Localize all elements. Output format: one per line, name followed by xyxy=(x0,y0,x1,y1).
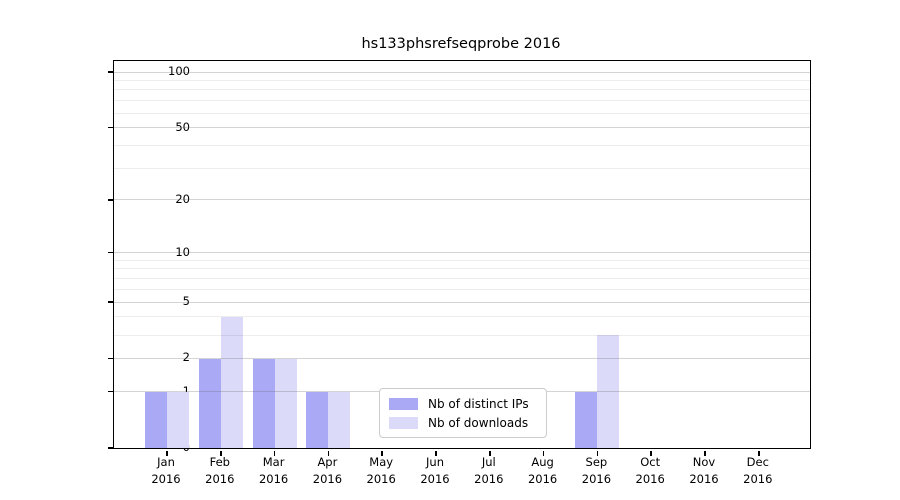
x-tick-label-aug: Aug 2016 xyxy=(527,455,558,486)
y-tick-mark xyxy=(107,71,113,73)
x-tick-mark xyxy=(489,451,491,456)
bar-distinct-ips-feb xyxy=(198,358,221,448)
legend-swatch-downloads xyxy=(389,417,418,429)
gridline-major xyxy=(114,301,810,303)
bar-distinct-ips-jan xyxy=(145,391,167,448)
x-tick-mark xyxy=(704,451,706,456)
bar-downloads-jan xyxy=(167,391,189,448)
x-tick-label-mar: Mar 2016 xyxy=(258,455,289,486)
legend-label-downloads: Nb of downloads xyxy=(428,416,529,430)
x-tick-label-apr: Apr 2016 xyxy=(312,455,343,486)
bar-downloads-sep xyxy=(597,335,620,448)
x-tick-mark xyxy=(435,451,437,456)
x-tick-label-nov: Nov 2016 xyxy=(689,455,719,486)
legend-swatch-distinct-ips xyxy=(389,398,418,410)
bar-downloads-apr xyxy=(328,391,351,448)
bar-distinct-ips-apr xyxy=(306,391,329,448)
x-tick-mark xyxy=(650,451,652,456)
x-tick-mark xyxy=(220,451,222,456)
x-tick-mark xyxy=(758,451,760,456)
y-tick-label: 10 xyxy=(175,244,190,259)
x-tick-mark xyxy=(327,451,330,456)
y-tick-mark xyxy=(107,126,113,129)
bar-distinct-ips-mar xyxy=(252,358,275,448)
x-tick-mark xyxy=(596,451,599,456)
gridline-minor xyxy=(114,259,810,261)
gridline-minor xyxy=(114,167,810,169)
gridline-major xyxy=(114,252,810,254)
x-tick-label-jul: Jul 2016 xyxy=(474,455,504,486)
legend-item-downloads: Nb of downloads xyxy=(389,415,537,431)
gridline-minor xyxy=(114,316,810,318)
bar-downloads-feb xyxy=(220,316,243,448)
plot-area: Nb of distinct IPs Nb of downloads xyxy=(107,60,811,456)
y-tick-mark xyxy=(107,251,113,254)
y-tick-label: 1 xyxy=(182,383,190,398)
x-tick-label-jan: Jan 2016 xyxy=(151,455,181,486)
gridline-minor xyxy=(114,144,810,146)
legend-item-distinct-ips: Nb of distinct IPs xyxy=(389,396,537,412)
legend-label-distinct-ips: Nb of distinct IPs xyxy=(428,397,529,411)
y-tick-label: 2 xyxy=(182,350,190,365)
gridline-major xyxy=(114,199,810,201)
y-tick-label: 50 xyxy=(175,119,190,134)
gridline-major xyxy=(114,127,810,129)
x-tick-label-dec: Dec 2016 xyxy=(743,455,773,486)
x-tick-mark xyxy=(381,451,383,456)
bar-distinct-ips-sep xyxy=(575,391,598,448)
x-tick-label-sep: Sep 2016 xyxy=(581,455,612,486)
x-tick-label-may: May 2016 xyxy=(366,455,396,486)
gridline-minor xyxy=(114,334,810,336)
y-tick-mark xyxy=(107,447,113,449)
gridline-minor xyxy=(114,288,810,290)
gridline-minor xyxy=(114,112,810,114)
x-tick-label-jun: Jun 2016 xyxy=(420,455,450,486)
y-tick-label: 20 xyxy=(175,191,190,206)
y-tick-mark xyxy=(107,301,113,303)
gridline-minor xyxy=(114,278,810,280)
gridline-minor xyxy=(114,268,810,270)
x-tick-label-oct: Oct 2016 xyxy=(635,455,665,486)
x-tick-mark xyxy=(542,451,545,456)
y-tick-mark xyxy=(107,357,113,360)
y-tick-label: 5 xyxy=(182,294,190,309)
gridline-major xyxy=(114,357,810,359)
chart-title: hs133phsrefseqprobe 2016 xyxy=(361,36,561,52)
x-tick-mark xyxy=(273,451,276,456)
gridline-minor xyxy=(114,89,810,91)
bar-downloads-mar xyxy=(274,358,297,448)
gridline-major xyxy=(114,71,810,73)
gridline-minor xyxy=(114,100,810,102)
y-tick-mark xyxy=(107,199,113,201)
legend: Nb of distinct IPs Nb of downloads xyxy=(379,388,547,438)
x-tick-mark xyxy=(166,451,168,456)
gridline-minor xyxy=(114,79,810,81)
y-tick-label: 100 xyxy=(168,64,190,78)
y-tick-mark xyxy=(107,390,113,393)
x-tick-label-feb: Feb 2016 xyxy=(205,455,235,486)
